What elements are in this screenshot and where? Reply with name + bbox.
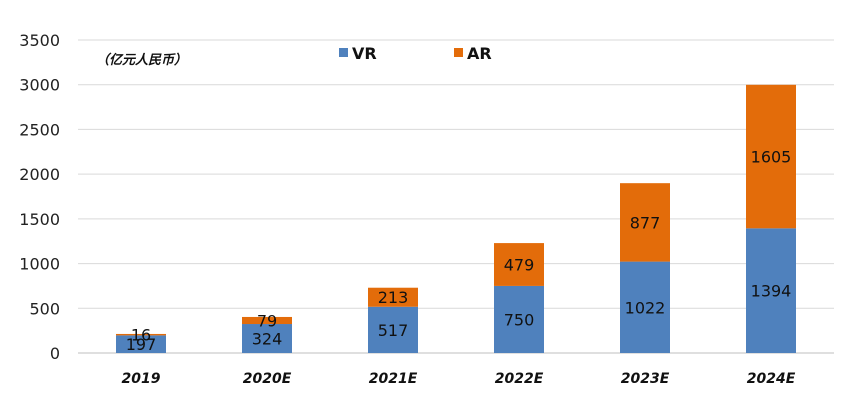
bar-vr-2020e: [242, 324, 292, 353]
data-label-ar: 79: [257, 311, 277, 330]
x-category-label: 2019: [122, 371, 161, 387]
bar-vr-2022e: [494, 285, 544, 353]
bar-ar-2020e: [242, 316, 292, 325]
data-label-vr: 1022: [625, 298, 666, 317]
legend: VR AR: [339, 44, 492, 63]
data-label-vr: 324: [252, 330, 283, 349]
data-label-ar: 213: [378, 288, 409, 307]
y-tick-label: 1000: [19, 255, 60, 274]
data-label-vr: 1394: [751, 282, 792, 301]
legend-label-vr: VR: [352, 44, 377, 63]
x-category-label: 2020E: [243, 371, 292, 387]
data-label-ar: 479: [504, 256, 535, 275]
bar-ar-2024e: [746, 84, 796, 229]
data-label-vr: 197: [126, 335, 157, 354]
bar-vr-2023e: [620, 261, 670, 353]
bar-vr-2019: [116, 335, 166, 353]
x-axis-categories: 2019 2020E 2021E 2022E 2023E 2024E: [122, 371, 796, 387]
y-tick-label: 500: [29, 299, 60, 318]
bars: [116, 84, 796, 353]
data-label-vr: 750: [504, 310, 535, 329]
data-label-ar: 1605: [751, 148, 792, 167]
y-tick-label: 3500: [19, 31, 60, 50]
legend-swatch-vr: [339, 48, 348, 57]
data-label-vr: 517: [378, 321, 409, 340]
y-tick-label: 2500: [19, 120, 60, 139]
unit-label: （亿元人民币）: [96, 52, 187, 68]
y-tick-label: 3000: [19, 76, 60, 95]
y-axis-ticks: 0 500 1000 1500 2000 2500 3000 3500: [19, 31, 60, 363]
bar-vr-2021e: [368, 306, 418, 353]
bar-ar-2021e: [368, 287, 418, 307]
bar-ar-2023e: [620, 183, 670, 262]
x-category-label: 2022E: [495, 371, 544, 387]
legend-label-ar: AR: [467, 44, 492, 63]
bar-ar-2022e: [494, 243, 544, 286]
x-category-label: 2023E: [621, 371, 670, 387]
data-label-ar: 16: [131, 326, 151, 345]
bar-ar-2019: [116, 333, 166, 336]
legend-swatch-ar: [454, 48, 463, 57]
data-label-ar: 877: [630, 213, 661, 232]
bar-vr-2024e: [746, 228, 796, 353]
y-tick-label: 0: [50, 344, 60, 363]
y-tick-label: 2000: [19, 165, 60, 184]
gridlines: [78, 39, 834, 354]
x-category-label: 2021E: [369, 371, 418, 387]
x-category-label: 2024E: [747, 371, 796, 387]
y-tick-label: 1500: [19, 210, 60, 229]
